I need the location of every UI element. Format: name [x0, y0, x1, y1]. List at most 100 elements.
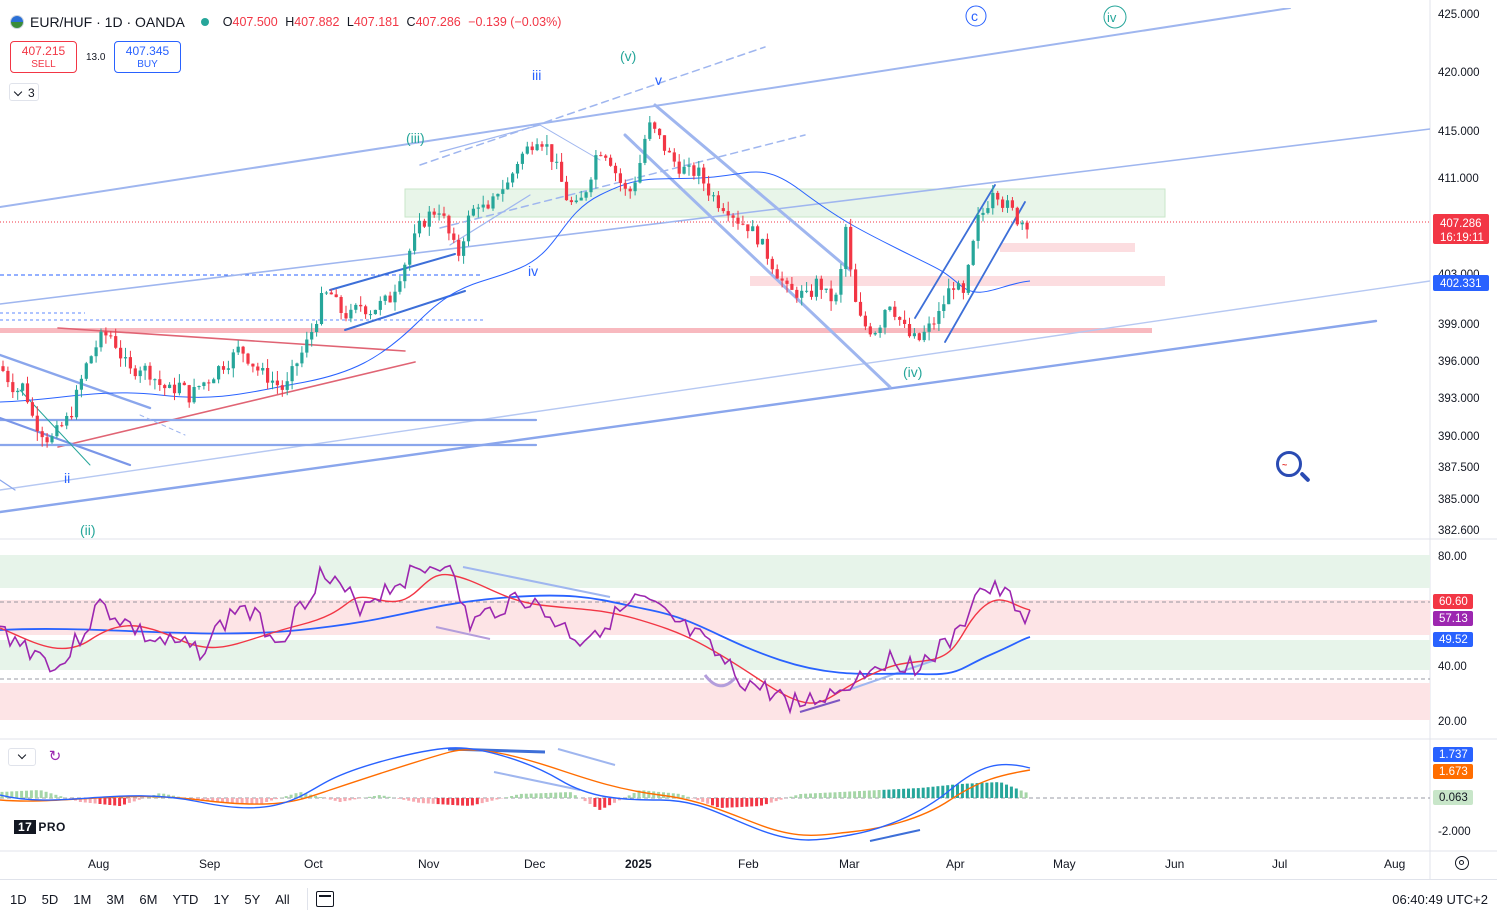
- candle-body: [722, 208, 725, 211]
- macd-histogram-bar: [255, 798, 258, 804]
- wave-label-iv-paren: (iv): [903, 364, 922, 380]
- macd-histogram-bar: [265, 798, 268, 802]
- macd-histogram-bar: [985, 783, 988, 798]
- macd-histogram-bar: [520, 794, 523, 798]
- candle-body: [423, 221, 426, 227]
- macd-histogram-bar: [373, 796, 376, 798]
- candle-body: [496, 194, 499, 197]
- clock-label[interactable]: 06:40:49 UTC+2: [1392, 892, 1488, 907]
- candle-body: [634, 183, 637, 192]
- timeframe-5y[interactable]: 5Y: [244, 892, 260, 907]
- candle-body: [261, 368, 264, 371]
- candle-body: [153, 379, 156, 380]
- candle-body: [668, 151, 671, 153]
- refresh-icon[interactable]: ↻: [46, 748, 64, 766]
- timeframe-ytd[interactable]: YTD: [172, 892, 198, 907]
- macd-histogram-bar: [981, 783, 984, 798]
- macd-histogram-bar: [559, 792, 562, 798]
- candle-body: [442, 213, 445, 215]
- sell-button[interactable]: 407.215 SELL: [10, 41, 77, 73]
- macd-histogram-bar: [799, 794, 802, 798]
- timeframe-1y[interactable]: 1Y: [213, 892, 229, 907]
- timeframe-1d[interactable]: 1D: [10, 892, 27, 907]
- candle-body: [771, 259, 774, 269]
- candle-body: [178, 383, 181, 394]
- timeframe-1m[interactable]: 1M: [73, 892, 91, 907]
- candle-body: [526, 147, 529, 154]
- gear-icon[interactable]: [1455, 856, 1469, 870]
- macd-histogram-bar: [902, 789, 905, 798]
- candle-body: [491, 196, 494, 208]
- timeframe-6m[interactable]: 6M: [139, 892, 157, 907]
- buy-button[interactable]: 407.345 BUY: [114, 41, 181, 73]
- countdown-label: 16:19:11: [1440, 232, 1484, 244]
- candle-body: [340, 297, 343, 313]
- macd-histogram-bar: [794, 795, 797, 798]
- candle-body: [732, 215, 735, 217]
- candle-body: [1, 366, 4, 371]
- candle-body: [246, 354, 249, 364]
- macd-histogram-bar: [108, 798, 111, 805]
- macd-histogram-bar: [1010, 787, 1013, 798]
- timeframe-all[interactable]: All: [275, 892, 289, 907]
- macd-histogram-bar: [123, 798, 126, 805]
- macd-histogram-bar: [25, 791, 28, 798]
- symbol-title[interactable]: EUR/HUF · 1D · OANDA: [30, 14, 185, 30]
- y-tick-label: 390.000: [1438, 431, 1480, 443]
- macd-histogram-bar: [1025, 792, 1028, 798]
- calendar-icon[interactable]: [316, 891, 334, 907]
- macd-histogram-bar: [437, 798, 440, 804]
- legend-toggle-button[interactable]: 3: [9, 83, 39, 101]
- y-tick-label: 382.600: [1438, 525, 1480, 537]
- candle-body: [702, 168, 705, 184]
- symbol-legend[interactable]: EUR/HUF · 1D · OANDA O407.500 H407.882 L…: [10, 14, 565, 30]
- macd-histogram-bar: [412, 798, 415, 802]
- candle-body: [256, 367, 259, 371]
- macd-histogram-bar: [642, 790, 645, 798]
- macd-histogram-bar: [246, 798, 249, 803]
- candle-body: [374, 310, 377, 314]
- candle-body: [741, 224, 744, 225]
- candle-body: [384, 296, 387, 301]
- candle-body: [707, 184, 710, 196]
- candle-body: [144, 366, 147, 371]
- macd-histogram-bar: [740, 798, 743, 807]
- macd-histogram-bar: [397, 798, 400, 799]
- rsi-tick-label: 80.00: [1438, 551, 1467, 563]
- candle-body: [531, 147, 534, 151]
- candle-body: [1021, 223, 1024, 225]
- candle-body: [663, 135, 666, 151]
- candle-body: [398, 281, 401, 292]
- macd-histogram-bar: [270, 798, 273, 801]
- macd-histogram-bar: [775, 798, 778, 801]
- chart-canvas[interactable]: ii (ii) (iii) iii (v) v iv (iv) c iv: [0, 0, 1497, 879]
- macd-histogram-bar: [887, 790, 890, 798]
- candle-body: [565, 182, 568, 200]
- candle-body: [521, 154, 524, 164]
- timeframe-3m[interactable]: 3M: [106, 892, 124, 907]
- search-icon[interactable]: ~: [1276, 451, 1302, 477]
- macd-histogram-bar: [20, 791, 23, 798]
- candle-body: [981, 213, 984, 215]
- macd-histogram-bar: [858, 791, 861, 798]
- rsi-slow-label: 49.52: [1439, 634, 1468, 646]
- collapse-pane-button[interactable]: [8, 748, 36, 766]
- macd-histogram-bar: [647, 791, 650, 798]
- wave-label-ii-paren: (ii): [80, 522, 96, 538]
- candle-body: [781, 279, 784, 281]
- macd-histogram-bar: [574, 795, 577, 798]
- macd-lines: [0, 748, 1430, 841]
- candle-body: [874, 333, 877, 334]
- candle-body: [883, 310, 886, 328]
- candle-body: [673, 152, 676, 161]
- candle-body: [540, 144, 543, 147]
- candle-body: [85, 363, 88, 379]
- timeframe-5d[interactable]: 5D: [42, 892, 59, 907]
- candle-body: [766, 239, 769, 259]
- macd-histogram-bar: [628, 795, 631, 798]
- macd-histogram-bar: [917, 788, 920, 798]
- bottom-toolbar: 1D 5D 1M 3M 6M YTD 1Y 5Y All 06:40:49 UT…: [0, 879, 1497, 918]
- candle-body: [227, 368, 230, 370]
- wave-label-iii: iii: [532, 67, 541, 83]
- macd-signal-label: 1.673: [1439, 766, 1468, 778]
